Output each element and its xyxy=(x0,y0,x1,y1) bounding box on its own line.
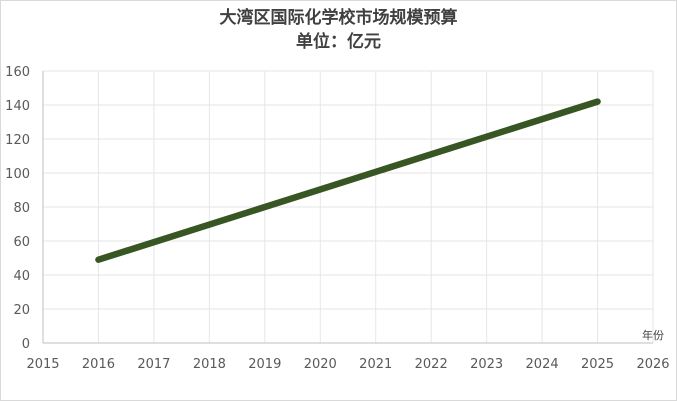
chart-subtitle: 单位：亿元 xyxy=(296,32,381,52)
y-tick-label: 140 xyxy=(5,99,30,114)
axes xyxy=(42,71,653,344)
y-tick-label: 60 xyxy=(13,235,30,250)
x-tick-label: 2017 xyxy=(137,357,170,372)
x-tick-label: 2019 xyxy=(248,357,281,372)
chart-title-block: 大湾区国际化学校市场规模预算 单位：亿元 xyxy=(0,6,677,54)
x-tick-label: 2020 xyxy=(304,357,337,372)
y-tick-label: 160 xyxy=(5,65,30,80)
y-tick-label: 20 xyxy=(13,303,30,318)
y-tick-labels: 0 20 40 60 80 100 120 140 160 xyxy=(5,65,30,352)
x-tick-label: 2024 xyxy=(526,357,559,372)
x-tick-label: 2026 xyxy=(636,357,669,372)
x-tick-label: 2025 xyxy=(581,357,614,372)
chart-title: 大湾区国际化学校市场规模预算 xyxy=(219,8,458,28)
x-tick-label: 2016 xyxy=(82,357,115,372)
x-tick-label: 2021 xyxy=(359,357,392,372)
x-tick-label: 2018 xyxy=(193,357,226,372)
series-group xyxy=(95,98,601,263)
y-tick-label: 80 xyxy=(13,201,30,216)
gridlines xyxy=(43,70,654,343)
y-tick-label: 120 xyxy=(5,133,30,148)
y-tick-label: 0 xyxy=(22,337,30,352)
y-tick-label: 40 xyxy=(13,269,30,284)
series-line xyxy=(95,98,601,263)
y-tick-label: 100 xyxy=(5,167,30,182)
x-axis-label: 年份 xyxy=(642,328,664,342)
x-tick-labels: 2015 2016 2017 2018 2019 2020 2021 2022 2023 2024… xyxy=(26,357,669,372)
x-tick-label: 2022 xyxy=(415,357,448,372)
x-tick-label: 2015 xyxy=(26,357,59,372)
x-tick-label: 2023 xyxy=(470,357,503,372)
